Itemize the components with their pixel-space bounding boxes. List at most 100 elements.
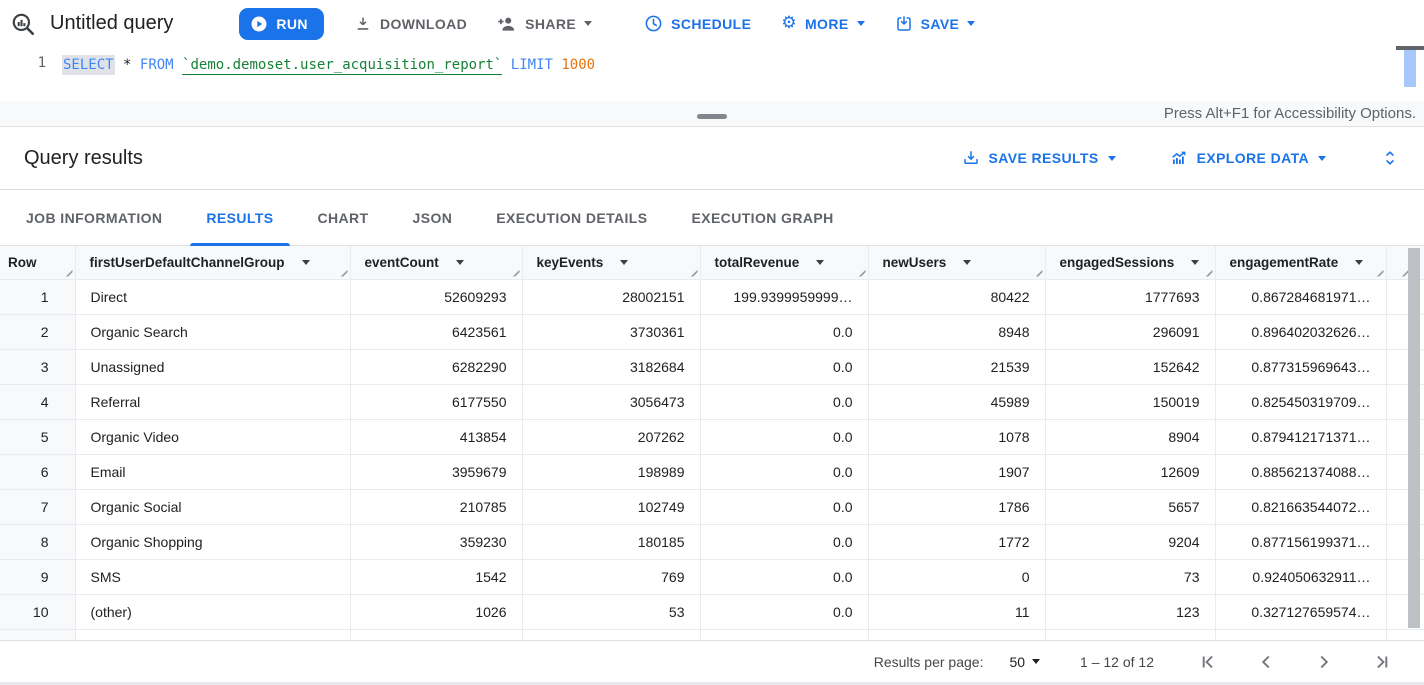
- column-resize-handle[interactable]: [1032, 266, 1043, 277]
- save-results-button[interactable]: SAVE RESULTS: [962, 149, 1116, 167]
- row-number: 8: [0, 524, 76, 560]
- query-tab-title: Untitled query: [50, 12, 174, 34]
- tab-chart[interactable]: CHART: [317, 209, 369, 226]
- column-sort-caret-icon[interactable]: [963, 259, 972, 265]
- more-dropdown-caret-icon: [856, 21, 865, 26]
- sql-table-reference[interactable]: `demo.demoset.user_acquisition_report`: [182, 57, 503, 75]
- column-header-firstuserdefaultchannelgroup[interactable]: firstUserDefaultChannelGroup: [75, 246, 351, 280]
- tab-execution-details[interactable]: EXECUTION DETAILS: [496, 209, 648, 226]
- column-resize-handle[interactable]: [337, 266, 348, 277]
- column-sort-caret-icon[interactable]: [816, 259, 825, 265]
- tab-job-information[interactable]: JOB INFORMATION: [26, 209, 163, 226]
- download-button[interactable]: DOWNLOAD: [354, 15, 467, 33]
- cell-newUsers: 8948: [868, 314, 1046, 350]
- cell-newUsers: 1786: [868, 489, 1046, 525]
- run-button[interactable]: RUN: [239, 7, 324, 40]
- column-header-eventcount[interactable]: eventCount: [350, 246, 523, 280]
- cell-engagedSessions: 150019: [1045, 384, 1216, 420]
- tab-results[interactable]: RESULTS: [184, 190, 295, 246]
- share-label: SHARE: [525, 15, 577, 32]
- column-sort-caret-icon[interactable]: [1191, 259, 1200, 265]
- last-page-button[interactable]: [1370, 650, 1394, 674]
- cell-totalRevenue: 0.0: [700, 314, 869, 350]
- query-results-header: Query results SAVE RESULTS EXPLORE DATA: [0, 127, 1424, 190]
- sql-code-line[interactable]: SELECT * FROM `demo.demoset.user_acquisi…: [62, 47, 595, 101]
- tab-json[interactable]: JSON: [412, 209, 453, 226]
- column-sort-caret-icon[interactable]: [620, 259, 629, 265]
- column-header-row[interactable]: Row: [0, 246, 76, 280]
- cell-newUsers: [868, 629, 1046, 640]
- unfold-icon: [1386, 151, 1394, 165]
- table-row: 5 Organic Video 413854 207262 0.0 1078 8904 0.8…: [0, 419, 1424, 455]
- column-resize-handle[interactable]: [62, 266, 73, 277]
- save-button[interactable]: SAVE: [895, 15, 976, 33]
- cell-totalRevenue: 0.0: [700, 454, 869, 490]
- sql-limit-value: 1000: [561, 57, 596, 73]
- tab-execution-graph[interactable]: EXECUTION GRAPH: [691, 209, 834, 226]
- column-resize-handle[interactable]: [687, 266, 698, 277]
- row-number: 6: [0, 454, 76, 490]
- cell-engagedSessions: 8904: [1045, 419, 1216, 455]
- column-header-engagedsessions[interactable]: engagedSessions: [1045, 246, 1216, 280]
- cell-firstUserDefaultChannelGroup: SMS: [75, 559, 351, 595]
- results-per-page-label: Results per page:: [873, 653, 984, 670]
- column-resize-handle[interactable]: [1399, 266, 1409, 277]
- column-resize-handle[interactable]: [509, 266, 520, 277]
- schedule-button[interactable]: SCHEDULE: [644, 14, 751, 33]
- save-label: SAVE: [920, 15, 960, 32]
- chevron-left-icon: [1261, 655, 1270, 668]
- cell-eventCount: 6282290: [350, 349, 523, 385]
- column-label: totalRevenue: [714, 254, 800, 270]
- window-bottom-edge: [0, 682, 1424, 685]
- table-row: 6 Email 3959679 198989 0.0 1907 12609 0.8856213…: [0, 454, 1424, 490]
- cell-firstUserDefaultChannelGroup: Referral: [75, 384, 351, 420]
- cell-keyEvents: 207262: [522, 419, 701, 455]
- cell-engagementRate: 0.877315969643…: [1215, 349, 1387, 385]
- column-resize-handle[interactable]: [855, 266, 866, 277]
- cell-totalRevenue: 199.9399959999…: [700, 279, 869, 315]
- query-toolbar: Untitled query RUN DOWNLOAD SHARE SCHEDU…: [0, 0, 1424, 47]
- cell-engagedSessions: 73: [1045, 559, 1216, 595]
- explore-data-button[interactable]: EXPLORE DATA: [1170, 149, 1326, 167]
- page-range-label: 1 – 12 of 12: [1080, 653, 1154, 670]
- column-header-engagementrate[interactable]: engagementRate: [1215, 246, 1387, 280]
- sql-star: *: [123, 57, 132, 73]
- cell-totalRevenue: 0.0: [700, 559, 869, 595]
- column-resize-handle[interactable]: [1373, 266, 1384, 277]
- cell-totalRevenue: 0.0: [700, 594, 869, 630]
- more-button[interactable]: ⚙ MORE: [781, 15, 865, 32]
- save-results-caret-icon: [1107, 155, 1116, 161]
- column-sort-caret-icon[interactable]: [455, 259, 464, 265]
- first-page-button[interactable]: [1196, 650, 1220, 674]
- save-icon: [896, 15, 911, 31]
- column-resize-handle[interactable]: [1202, 266, 1213, 277]
- page-size-select[interactable]: 50: [1009, 654, 1041, 670]
- column-header-totalrevenue[interactable]: totalRevenue: [700, 246, 869, 280]
- cell-engagedSessions: 123: [1045, 594, 1216, 630]
- splitter-drag-handle[interactable]: [697, 114, 727, 119]
- run-label: RUN: [276, 15, 308, 32]
- column-header-keyevents[interactable]: keyEvents: [522, 246, 701, 280]
- cell-newUsers: 1772: [868, 524, 1046, 560]
- cell-engagementRate: 0.879412171371…: [1215, 419, 1387, 455]
- table-row: 7 Organic Social 210785 102749 0.0 1786 5657 0.…: [0, 489, 1424, 525]
- next-page-button[interactable]: [1312, 650, 1336, 674]
- cell-engagedSessions: 152642: [1045, 349, 1216, 385]
- results-table: Row firstUserDefaultChannelGroup eventCoun…: [0, 246, 1424, 640]
- column-sort-caret-icon[interactable]: [301, 259, 310, 265]
- table-row: 9 SMS 1542 769 0.0 0 73 0.924050632911…: [0, 559, 1424, 595]
- explore-data-caret-icon: [1318, 155, 1326, 161]
- row-number: 9: [0, 559, 76, 595]
- table-vertical-scrollbar[interactable]: [1408, 248, 1420, 628]
- previous-page-button[interactable]: [1254, 650, 1278, 674]
- sql-editor[interactable]: 1 SELECT * FROM `demo.demoset.user_acqui…: [0, 46, 1424, 101]
- cell-totalRevenue: 0.0: [700, 489, 869, 525]
- column-sort-caret-icon[interactable]: [1355, 259, 1364, 265]
- cell-totalRevenue: 0.0: [700, 349, 869, 385]
- row-number: 2: [0, 314, 76, 350]
- cell-engagedSessions: 12609: [1045, 454, 1216, 490]
- expand-results-button[interactable]: [1380, 148, 1400, 168]
- column-header-newusers[interactable]: newUsers: [868, 246, 1046, 280]
- share-button[interactable]: SHARE: [497, 14, 593, 34]
- editor-scrollbar-thumb[interactable]: [1404, 50, 1416, 87]
